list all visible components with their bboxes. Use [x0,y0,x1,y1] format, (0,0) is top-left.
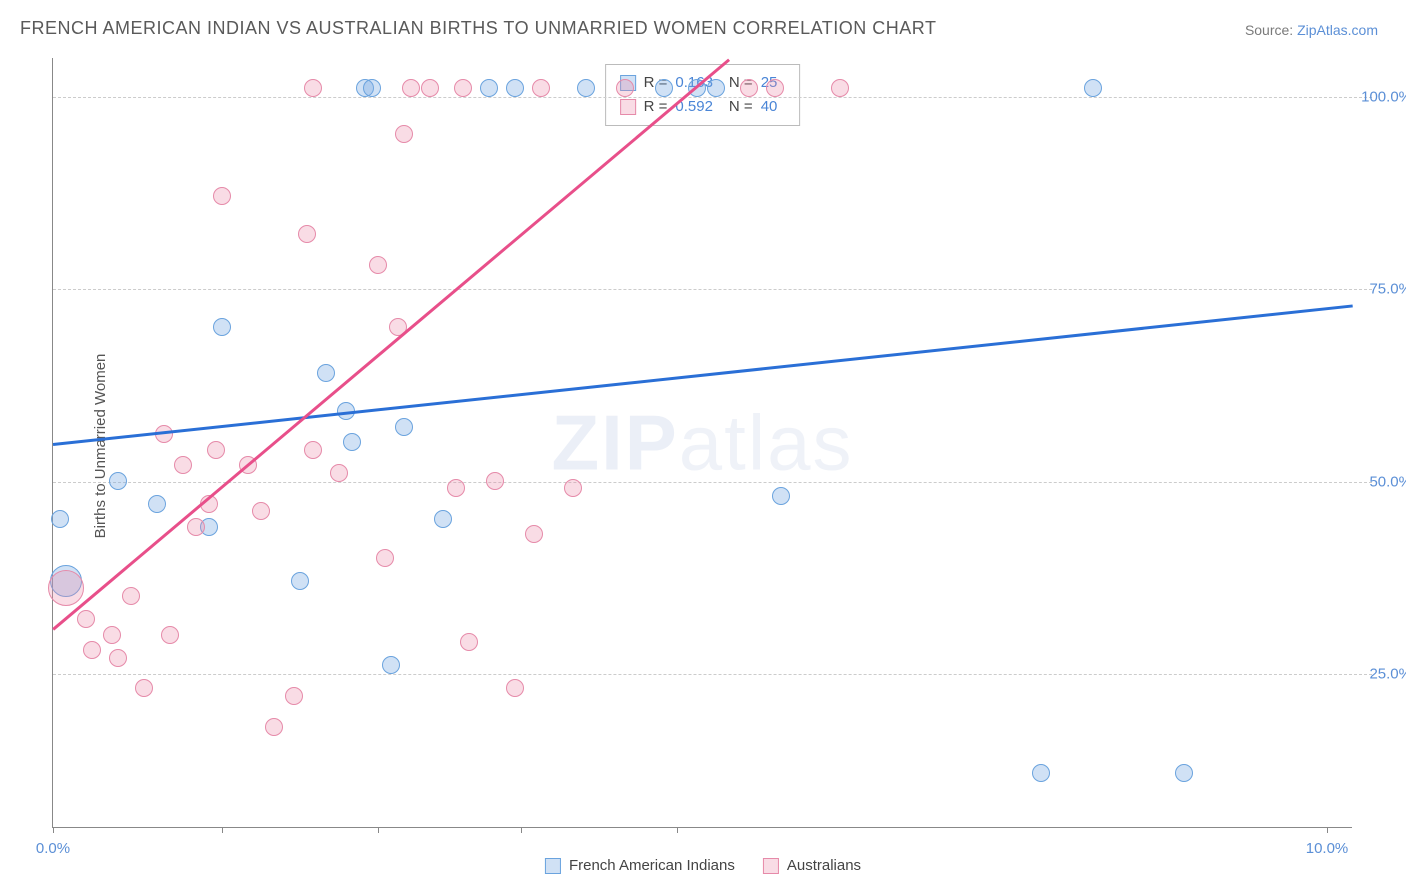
legend-label-pink: Australians [787,857,861,874]
swatch-pink [620,99,636,115]
data-point-pink [122,587,140,605]
data-point-pink [525,525,543,543]
data-point-blue [655,79,673,97]
data-point-pink [369,256,387,274]
data-point-pink [376,549,394,567]
data-point-pink [252,502,270,520]
data-point-blue [291,572,309,590]
x-tick-mark [378,827,379,833]
data-point-blue [1084,79,1102,97]
data-point-pink [421,79,439,97]
legend-swatch-blue [545,858,561,874]
data-point-pink [48,570,84,606]
data-point-pink [564,479,582,497]
data-point-pink [161,626,179,644]
data-point-blue [343,433,361,451]
data-point-pink [454,79,472,97]
data-point-pink [187,518,205,536]
x-tick-label: 10.0% [1306,840,1349,857]
watermark-atlas: atlas [679,398,854,486]
data-point-blue [577,79,595,97]
data-point-pink [395,125,413,143]
y-tick-label: 50.0% [1369,473,1406,490]
stats-row-pink: R = 0.592 N = 40 [620,95,786,119]
data-point-blue [506,79,524,97]
data-point-pink [77,610,95,628]
x-tick-label: 0.0% [36,840,70,857]
data-point-pink [766,79,784,97]
source-attribution: Source: ZipAtlas.com [1245,22,1378,38]
data-point-blue [382,656,400,674]
data-point-pink [304,441,322,459]
x-tick-mark [677,827,678,833]
data-point-blue [109,472,127,490]
data-point-pink [103,626,121,644]
source-link[interactable]: ZipAtlas.com [1297,22,1378,38]
data-point-pink [402,79,420,97]
data-point-blue [772,487,790,505]
data-point-blue [480,79,498,97]
gridline [53,97,1372,98]
data-point-blue [317,364,335,382]
data-point-pink [740,79,758,97]
legend-item-blue: French American Indians [545,857,735,874]
data-point-blue [1032,764,1050,782]
legend-label-blue: French American Indians [569,857,735,874]
data-point-pink [330,464,348,482]
data-point-blue [213,318,231,336]
n-value-pink: 40 [761,95,778,119]
data-point-blue [434,510,452,528]
trend-line-blue [53,304,1353,445]
x-tick-mark [222,827,223,833]
legend-swatch-pink [763,858,779,874]
y-tick-label: 75.0% [1369,281,1406,298]
x-tick-mark [53,827,54,833]
x-tick-mark [521,827,522,833]
data-point-blue [51,510,69,528]
legend-item-pink: Australians [763,857,861,874]
data-point-blue [148,495,166,513]
data-point-blue [395,418,413,436]
gridline [53,289,1372,290]
data-point-pink [135,679,153,697]
chart-title: FRENCH AMERICAN INDIAN VS AUSTRALIAN BIR… [20,18,936,39]
watermark: ZIPatlas [551,397,853,488]
data-point-pink [304,79,322,97]
source-prefix: Source: [1245,22,1297,38]
y-tick-label: 100.0% [1361,88,1406,105]
watermark-zip: ZIP [551,398,678,486]
gridline [53,674,1372,675]
x-tick-mark [1327,827,1328,833]
data-point-pink [213,187,231,205]
trend-line-pink [52,58,730,630]
n-label: N = [729,95,753,119]
data-point-pink [109,649,127,667]
data-point-pink [831,79,849,97]
bottom-legend: French American Indians Australians [545,857,861,874]
y-tick-label: 25.0% [1369,666,1406,683]
data-point-pink [486,472,504,490]
data-point-pink [460,633,478,651]
data-point-pink [506,679,524,697]
data-point-pink [174,456,192,474]
data-point-pink [616,79,634,97]
data-point-pink [285,687,303,705]
data-point-blue [1175,764,1193,782]
data-point-pink [447,479,465,497]
data-point-pink [265,718,283,736]
data-point-blue [363,79,381,97]
data-point-pink [298,225,316,243]
plot-area: ZIPatlas R = 0.163 N = 25 R = 0.592 N = … [52,58,1352,828]
data-point-pink [207,441,225,459]
data-point-blue [707,79,725,97]
data-point-pink [83,641,101,659]
gridline [53,482,1372,483]
data-point-pink [532,79,550,97]
